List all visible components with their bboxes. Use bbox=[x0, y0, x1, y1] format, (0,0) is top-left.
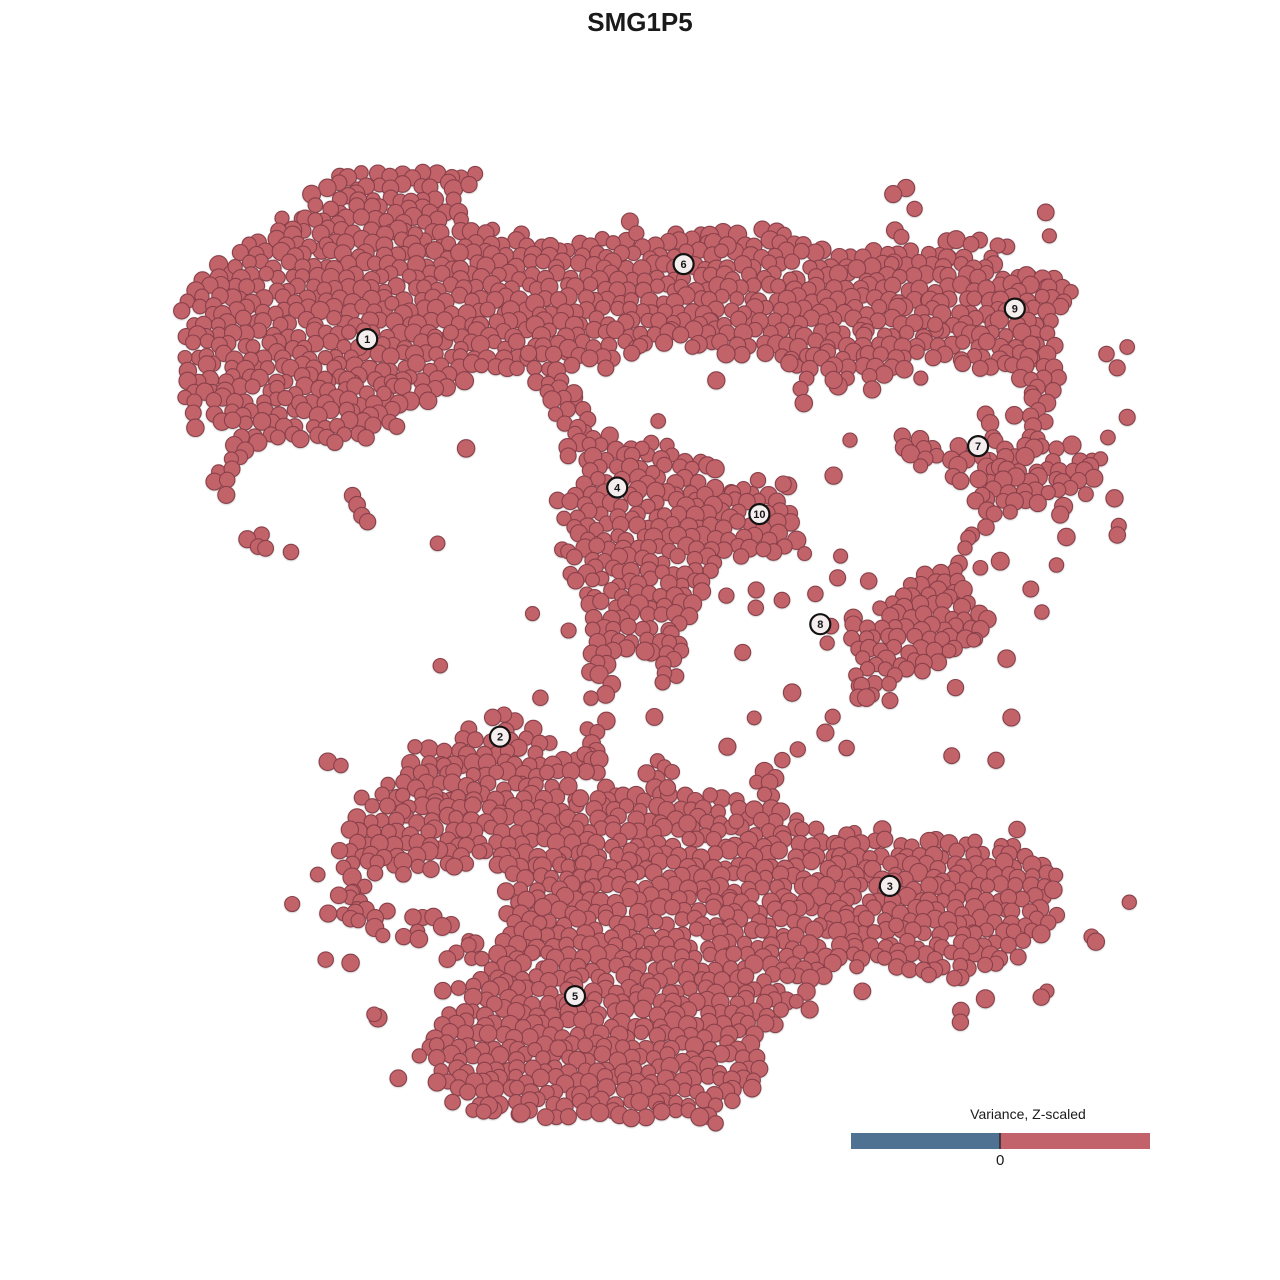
svg-text:3: 3 bbox=[887, 881, 893, 893]
svg-text:8: 8 bbox=[817, 619, 823, 631]
svg-text:10: 10 bbox=[753, 509, 765, 521]
svg-text:7: 7 bbox=[975, 441, 981, 453]
svg-text:4: 4 bbox=[614, 483, 621, 495]
svg-text:6: 6 bbox=[681, 259, 687, 271]
svg-text:2: 2 bbox=[497, 732, 503, 744]
svg-text:9: 9 bbox=[1012, 304, 1018, 316]
svg-text:1: 1 bbox=[364, 334, 370, 346]
svg-text:5: 5 bbox=[572, 991, 578, 1003]
